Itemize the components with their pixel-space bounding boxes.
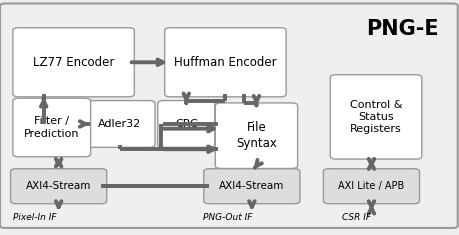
FancyBboxPatch shape (215, 103, 297, 168)
FancyBboxPatch shape (13, 98, 90, 157)
Text: PNG-Out IF: PNG-Out IF (202, 213, 252, 222)
FancyBboxPatch shape (84, 101, 155, 147)
Text: CRC: CRC (174, 119, 197, 129)
FancyBboxPatch shape (0, 4, 457, 228)
Text: CSR IF: CSR IF (341, 213, 370, 222)
Text: Huffman Encoder: Huffman Encoder (174, 56, 276, 69)
FancyBboxPatch shape (157, 101, 214, 147)
Text: Pixel-In IF: Pixel-In IF (13, 213, 56, 222)
FancyBboxPatch shape (330, 75, 421, 159)
FancyBboxPatch shape (13, 28, 134, 97)
FancyBboxPatch shape (203, 169, 299, 204)
Text: Control &
Status
Registers: Control & Status Registers (349, 99, 402, 134)
Text: PNG-E: PNG-E (365, 19, 438, 39)
Text: AXI Lite / APB: AXI Lite / APB (337, 181, 404, 191)
Text: File
Syntax: File Syntax (235, 121, 276, 150)
FancyBboxPatch shape (164, 28, 285, 97)
FancyBboxPatch shape (11, 169, 106, 204)
Text: Filter /
Prediction: Filter / Prediction (24, 116, 79, 139)
Text: AXI4-Stream: AXI4-Stream (218, 181, 284, 191)
Text: AXI4-Stream: AXI4-Stream (26, 181, 91, 191)
Text: LZ77 Encoder: LZ77 Encoder (33, 56, 114, 69)
Text: Adler32: Adler32 (98, 119, 141, 129)
FancyBboxPatch shape (323, 169, 419, 204)
